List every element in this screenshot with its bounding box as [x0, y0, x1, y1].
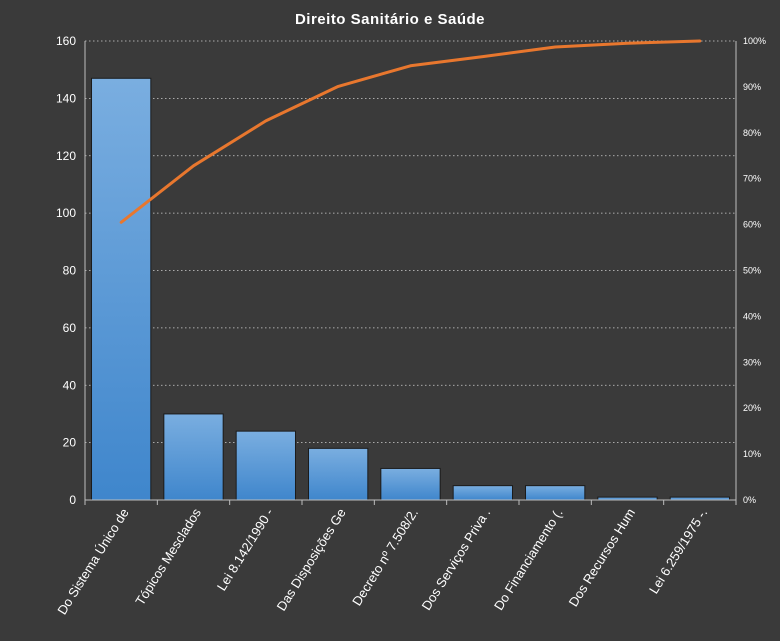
y2-tick-label: 30%	[743, 357, 761, 367]
axes	[84, 41, 737, 505]
bar	[308, 447, 369, 501]
chart-title: Direito Sanitário e Saúde	[295, 11, 485, 28]
bar	[525, 485, 586, 501]
y2-tick-label: 10%	[743, 449, 761, 459]
bars	[91, 77, 730, 501]
secondary-y-axis-ticks: 0% 10% 20% 30% 40% 50% 60% 70% 80% 90% 100%	[743, 36, 766, 505]
y2-tick-label: 70%	[743, 174, 761, 184]
bar	[163, 413, 224, 501]
x-tick-label: Dos Recursos Hum	[566, 506, 638, 610]
y2-tick-label: 100%	[743, 36, 766, 46]
y-tick-label: 80	[63, 264, 77, 278]
y2-tick-label: 50%	[743, 266, 761, 276]
y-tick-label: 40	[63, 378, 77, 392]
x-tick-label: Tópicos Mesclados	[132, 505, 204, 608]
y2-tick-label: 90%	[743, 82, 761, 92]
x-tick-label: Decreto nº 7.508/2.	[349, 506, 421, 609]
y-tick-label: 20	[63, 436, 77, 450]
x-axis-ticks: Do Sistema Único de Tópicos Mesclados Lei …	[54, 505, 710, 617]
bar	[91, 77, 152, 501]
cumulative-percent-line	[119, 39, 702, 224]
x-tick-label: Do Sistema Único de	[54, 506, 131, 618]
y-tick-label: 120	[56, 149, 76, 163]
y-tick-label: 100	[56, 206, 76, 220]
x-tick-label: Das Disposições Ge	[274, 506, 349, 614]
x-tick-label: Dos Serviços Priva .	[419, 506, 494, 613]
gridlines	[85, 40, 736, 444]
y2-tick-label: 80%	[743, 128, 761, 138]
y-tick-label: 160	[56, 34, 76, 48]
x-tick-label: Lei 6.259/1975 -.	[646, 506, 710, 597]
y2-tick-label: 0%	[743, 495, 756, 505]
bar	[380, 467, 441, 501]
x-tick-label: Lei 8.142/1990 -	[214, 506, 277, 594]
x-tick-label: Do Financiamento (.	[491, 506, 566, 613]
y2-tick-label: 40%	[743, 311, 761, 321]
y-tick-label: 140	[56, 91, 76, 105]
y2-tick-label: 20%	[743, 403, 761, 413]
y-tick-label: 60	[63, 321, 77, 335]
bar	[235, 430, 296, 501]
y2-tick-label: 60%	[743, 220, 761, 230]
bar	[452, 485, 513, 501]
y-tick-label: 0	[69, 493, 76, 507]
y-axis-ticks: 0 20 40 60 80 100 120 140 160	[56, 34, 76, 507]
cumulative-line	[119, 39, 702, 224]
